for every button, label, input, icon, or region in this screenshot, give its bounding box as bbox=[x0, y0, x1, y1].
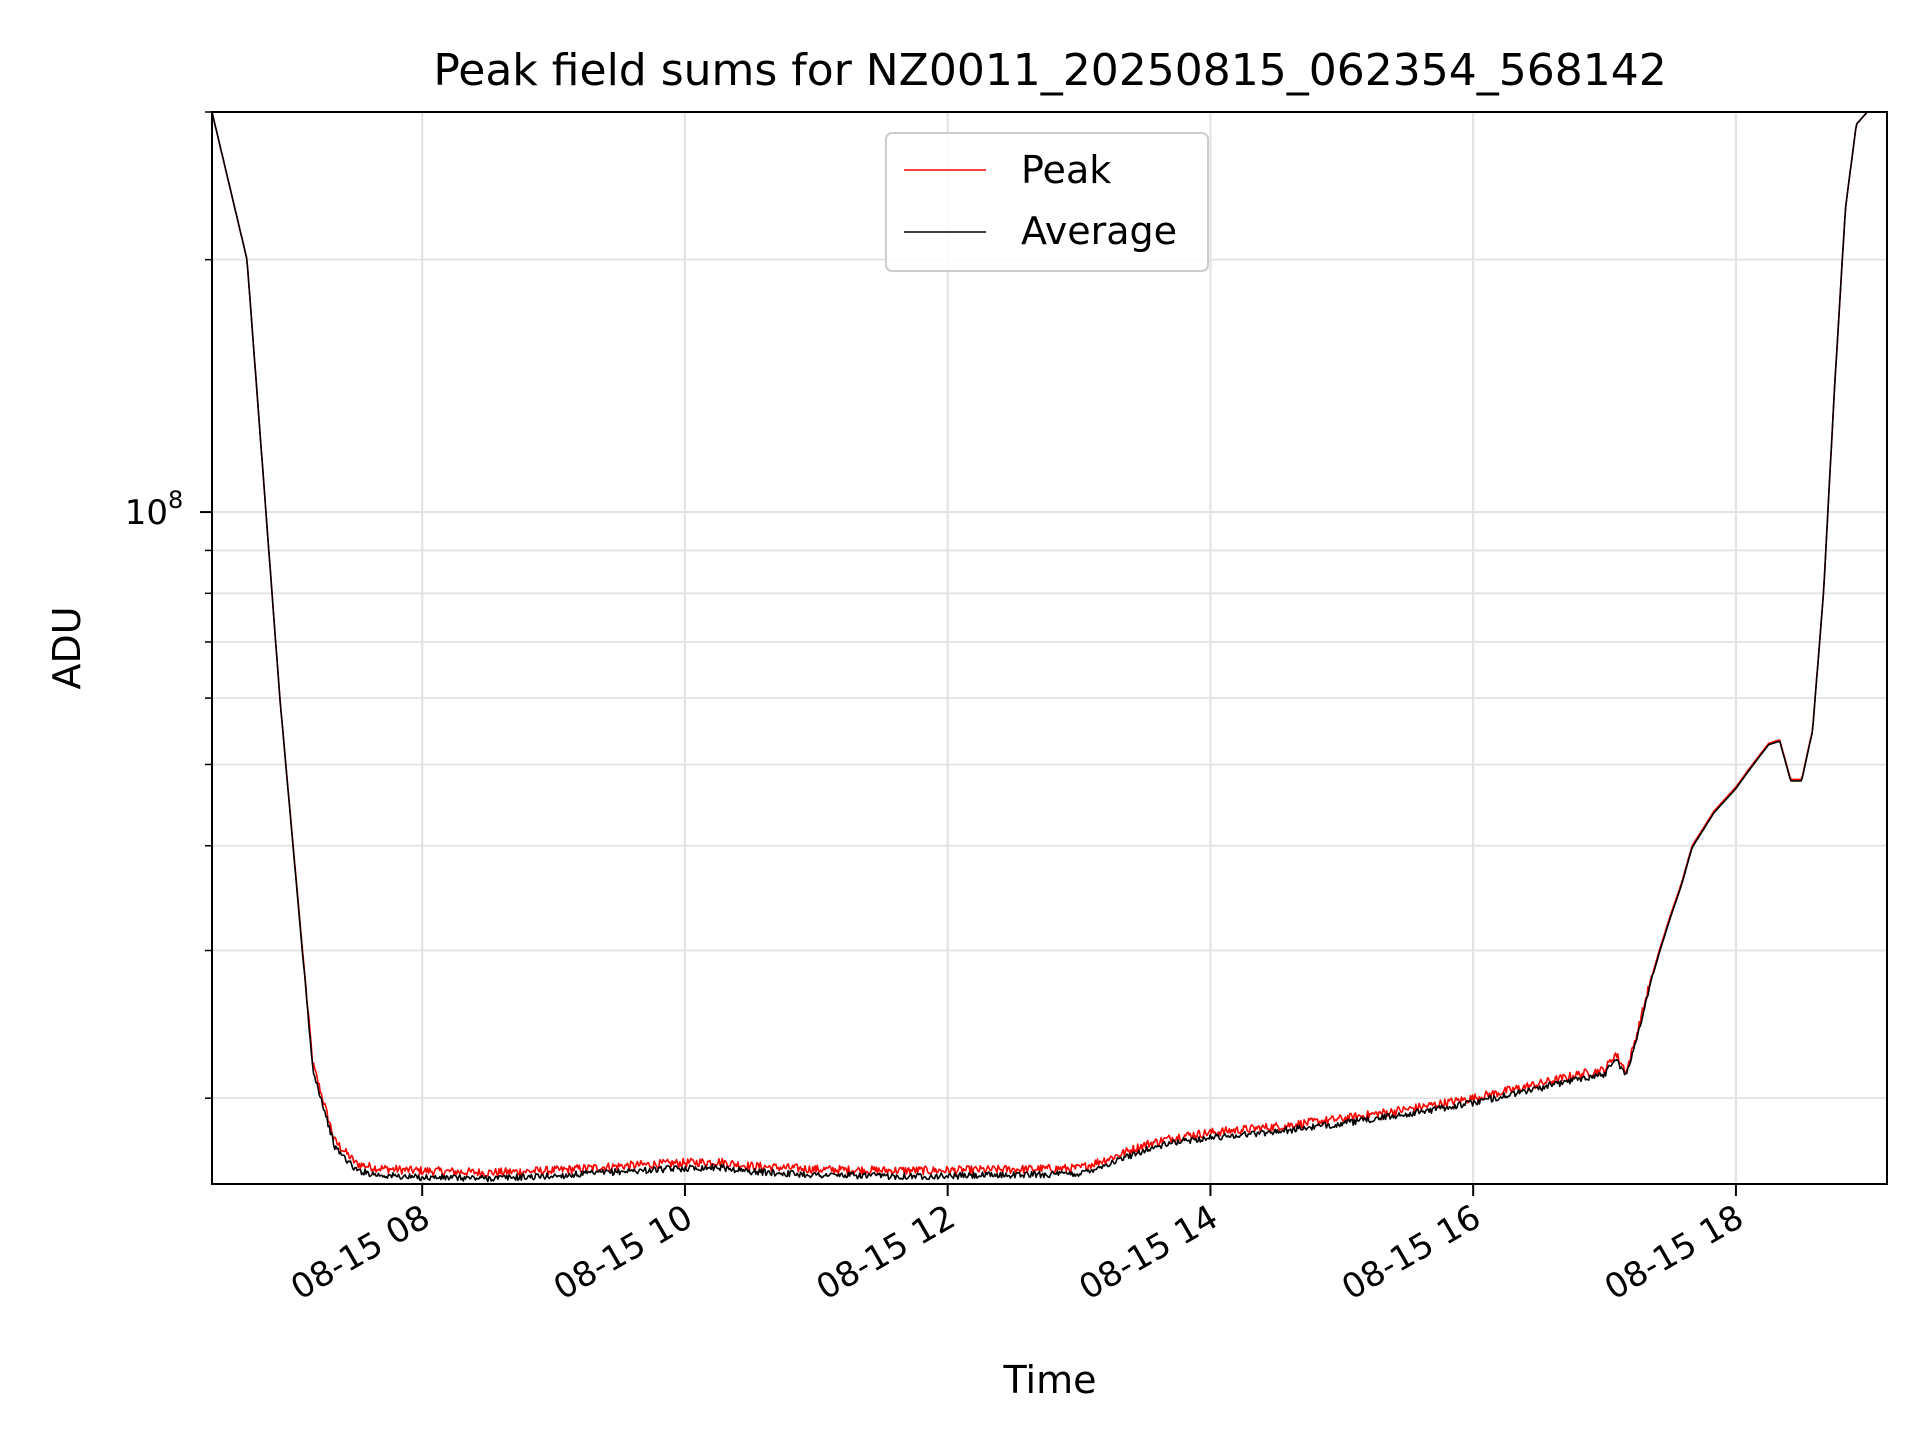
chart-title: Peak field sums for NZ0011_20250815_0623… bbox=[433, 45, 1666, 96]
series-layer bbox=[212, 112, 1887, 1183]
legend: Peak Average bbox=[885, 132, 1209, 272]
y-tick-label: 108 bbox=[125, 486, 184, 533]
x-axis-label: Time bbox=[1003, 1358, 1097, 1402]
series-line-peak bbox=[212, 112, 1887, 1178]
plot-frame bbox=[211, 111, 1888, 1185]
legend-label-average: Average bbox=[1021, 209, 1177, 253]
series-line-average bbox=[212, 112, 1887, 1183]
legend-box bbox=[885, 132, 1209, 272]
legend-label-peak: Peak bbox=[1021, 148, 1111, 192]
y-axis-label: ADU bbox=[45, 606, 89, 689]
